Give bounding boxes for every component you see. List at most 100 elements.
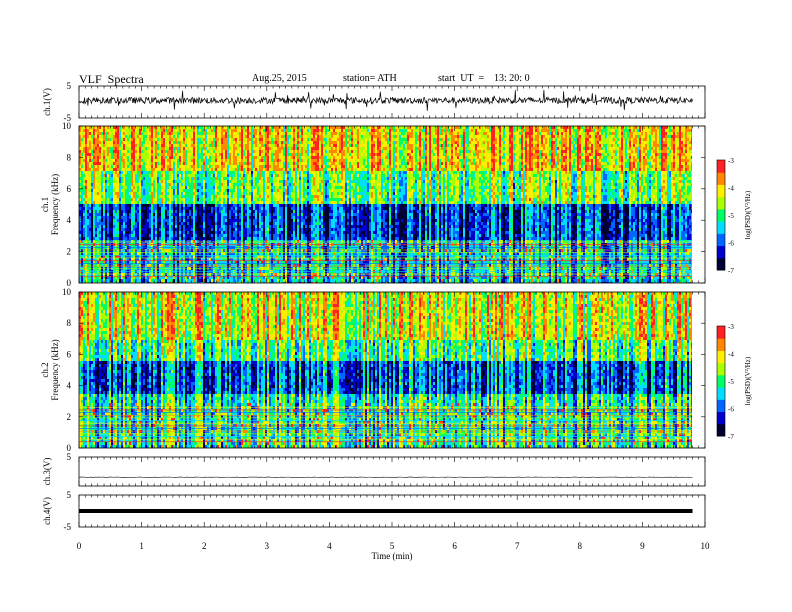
spectrogram-cell (283, 162, 285, 165)
spectrogram-cell (165, 129, 167, 132)
spectrogram-cell (171, 141, 173, 144)
spectrogram-cell (361, 153, 363, 156)
spectrogram-cell (611, 135, 613, 138)
spectrogram-cell (591, 147, 593, 150)
spectrogram-cell (163, 150, 165, 153)
spectrogram-cell (329, 183, 331, 186)
spectrogram-cell (177, 165, 179, 168)
spectrogram-cell (91, 186, 93, 189)
spectrogram-cell (357, 150, 359, 153)
spectrogram-cell (425, 129, 427, 132)
spectrogram-cell (89, 159, 91, 162)
spectrogram-cell (153, 129, 155, 132)
spectrogram-cell (617, 141, 621, 144)
spectrogram-cell (437, 159, 439, 162)
spectrogram-cell (241, 159, 243, 162)
spectrogram-cell (413, 156, 415, 159)
spectrogram-cell (677, 165, 679, 168)
spectrogram-cell (537, 156, 539, 159)
spectrogram-cell (469, 180, 471, 183)
spectrogram-cell (441, 171, 445, 174)
spectrogram-cell (441, 180, 443, 183)
spectrogram-cell (255, 135, 259, 138)
spectrogram-cell (339, 135, 341, 138)
spectrogram-cell (209, 126, 211, 129)
spectrogram-cell (577, 180, 579, 183)
spectrogram-cell (671, 129, 675, 132)
spectrogram-cell (333, 168, 335, 171)
spectrogram-cell (147, 186, 149, 189)
spectrogram-cell (515, 135, 521, 138)
spectrogram-cell (393, 180, 395, 183)
spectrogram-cell (267, 141, 269, 144)
spectrogram-cell (657, 162, 659, 165)
spectrogram-cell (173, 174, 175, 177)
spectrogram-cell (97, 132, 101, 135)
spectrogram-cell (91, 162, 93, 165)
spectrogram-cell (283, 141, 285, 144)
spectrogram-cell (595, 144, 599, 147)
spectrogram-cell (207, 126, 209, 129)
spectrogram-cell (407, 171, 409, 174)
spectrogram-cell (541, 141, 543, 144)
spectrogram-cell (627, 183, 629, 186)
spectrogram-cell (431, 141, 433, 144)
spectrogram-cell (407, 183, 411, 186)
spectrogram-cell (473, 162, 475, 165)
spectrogram-cell (569, 126, 571, 129)
spectrogram-cell (429, 138, 431, 141)
spectrogram-cell (571, 126, 573, 129)
spectrogram-cell (441, 141, 443, 144)
spectrogram-cell (325, 183, 327, 186)
spectrogram-cell (153, 171, 155, 174)
spectrogram-cell (381, 159, 383, 162)
spectrogram-cell (587, 150, 591, 153)
spectrogram-cell (615, 153, 617, 156)
spectrogram-cell (179, 156, 181, 159)
spectrogram-cell (493, 165, 495, 168)
spectrogram-cell (175, 150, 177, 153)
spectrogram-cell (239, 168, 241, 171)
spectrogram-cell (285, 159, 287, 162)
spectrogram-cell (299, 180, 301, 183)
spectrogram-cell (187, 174, 195, 177)
spectrogram-cell (311, 180, 313, 183)
spectrogram-cell (455, 165, 459, 168)
spectrogram-cell (649, 168, 651, 171)
spectrogram-cell (557, 126, 561, 129)
spectrogram-cell (155, 183, 157, 186)
spectrogram-cell (555, 153, 557, 156)
spectrogram-cell (297, 138, 299, 141)
spectrogram-cell (245, 138, 247, 141)
spectrogram-cell (309, 144, 311, 147)
spectrogram-cell (259, 153, 261, 156)
spectrogram-cell (159, 162, 161, 165)
spectrogram-cell (117, 159, 119, 162)
spectrogram-cell (321, 159, 323, 162)
spectrogram-cell (107, 138, 109, 141)
spectrogram-cell (393, 141, 395, 144)
spectrogram-cell (305, 156, 311, 159)
spectrogram-cell (269, 153, 271, 156)
spectrogram-cell (689, 150, 691, 153)
spectrogram-cell (211, 165, 213, 168)
spectrogram-cell (567, 144, 569, 147)
spectrogram-cell (517, 165, 519, 168)
spectrogram-cell (99, 171, 101, 174)
spectrogram-cell (533, 177, 537, 180)
spectrogram-cell (151, 168, 155, 171)
spectrogram-cell (143, 162, 145, 165)
spectrogram-cell (439, 168, 441, 171)
spectrogram-cell (221, 126, 223, 129)
spectrogram-cell (637, 147, 639, 150)
spectrogram-cell (677, 174, 679, 177)
spectrogram-cell (91, 156, 93, 159)
spectrogram-cell (215, 186, 217, 189)
spectrogram-cell (509, 180, 511, 183)
spectrogram-cell (539, 150, 541, 153)
spectrogram-cell (145, 138, 147, 141)
spectrogram-cell (319, 138, 323, 141)
spectrogram-cell (221, 180, 223, 183)
spectrogram-cell (311, 132, 313, 135)
spectrogram-cell (169, 180, 171, 183)
